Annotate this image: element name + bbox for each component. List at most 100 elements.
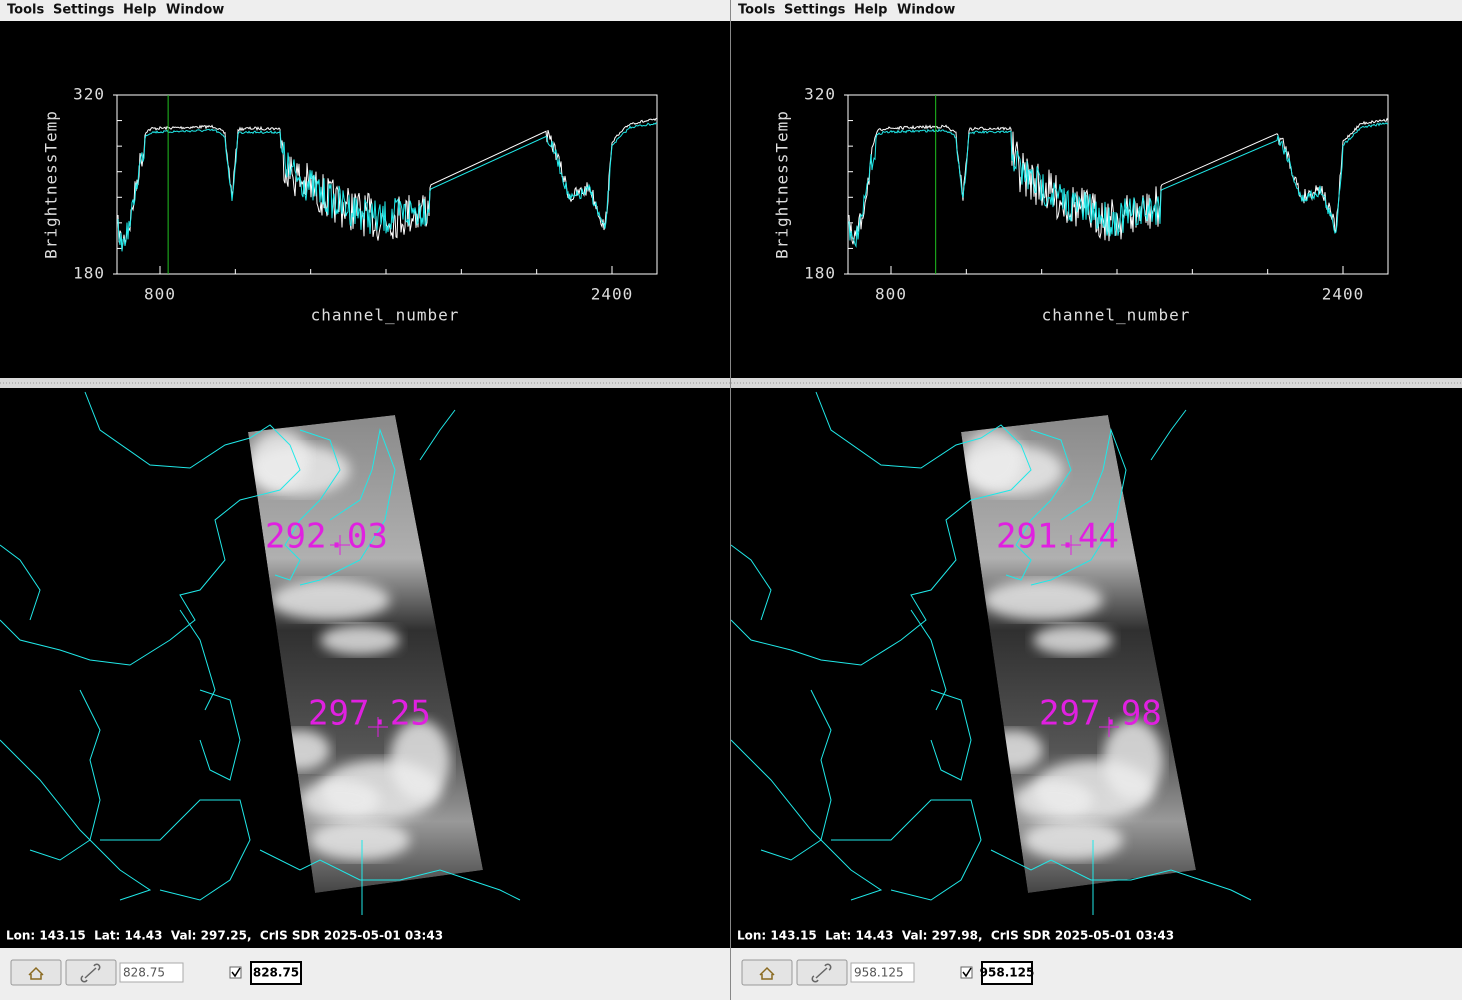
splitter xyxy=(0,378,730,388)
checkbox[interactable] xyxy=(229,966,242,979)
menu-bar xyxy=(731,0,1462,21)
cloud xyxy=(300,780,380,820)
menu-item[interactable]: Settings xyxy=(53,3,115,18)
selected-box xyxy=(981,961,1033,985)
selected-channel: 828.75 xyxy=(253,966,299,980)
selected-box xyxy=(250,961,302,985)
x-tick-label: 2400 xyxy=(1322,285,1365,304)
coastline xyxy=(1030,428,1127,586)
splitter xyxy=(731,378,1462,388)
menu-item[interactable]: Help xyxy=(854,3,887,18)
coastline xyxy=(299,428,396,586)
coastlines xyxy=(730,391,1252,901)
x-tick-label: 800 xyxy=(144,285,176,304)
cloud xyxy=(270,580,390,620)
menu-bar xyxy=(0,0,730,21)
home-icon xyxy=(759,966,775,980)
channel-field[interactable] xyxy=(119,962,184,983)
checkbox[interactable] xyxy=(960,966,973,979)
probe-cross xyxy=(1061,535,1081,555)
coastline xyxy=(100,799,251,901)
probe-value: 292.03 xyxy=(265,517,388,557)
menu-item[interactable]: Window xyxy=(166,3,224,18)
coastline xyxy=(831,799,982,901)
coastlines xyxy=(0,391,521,901)
cloud xyxy=(1103,720,1163,800)
checkmark xyxy=(231,967,241,978)
coastline xyxy=(760,689,832,861)
satellite-swath xyxy=(961,415,1196,893)
panel: Tools Settings Help Window 320 180 800 2400 Brig… xyxy=(0,0,730,1000)
y-tick-label: 320 xyxy=(804,85,836,104)
channel-field-text: 828.75 xyxy=(123,966,165,980)
y-axis-label: BrightnessTemp xyxy=(773,110,792,259)
coastline xyxy=(730,391,1032,666)
cloud xyxy=(1033,625,1113,655)
spectrum-curve xyxy=(117,117,658,251)
menu-item[interactable]: Tools xyxy=(7,3,44,18)
coastline xyxy=(199,689,241,781)
x-axis-label: channel_number xyxy=(1042,306,1191,325)
coastline xyxy=(0,391,301,666)
y-tick-label: 320 xyxy=(73,85,105,104)
coastline xyxy=(1150,409,1187,461)
status-text: Lon: 143.15 Lat: 14.43 Val: 297.98, CrIS… xyxy=(737,929,1174,943)
channel-field[interactable] xyxy=(850,962,915,983)
cloud xyxy=(310,820,410,860)
coastline xyxy=(730,739,883,901)
y-tick-label: 180 xyxy=(73,264,105,283)
coastline xyxy=(0,739,152,901)
x-axis-label: channel_number xyxy=(311,306,460,325)
coastline xyxy=(910,609,947,711)
y-axis-label: BrightnessTemp xyxy=(42,110,61,259)
channel-field-text: 958.125 xyxy=(854,966,904,980)
cloud xyxy=(390,720,450,800)
coastline xyxy=(274,429,341,581)
spectrum-curve xyxy=(848,117,1389,245)
coastline xyxy=(419,409,456,461)
link-icon xyxy=(80,963,101,983)
probe-cross xyxy=(1099,717,1119,737)
coastline xyxy=(29,689,101,861)
checkmark xyxy=(962,967,972,978)
panel-separator xyxy=(730,0,731,1000)
link-icon xyxy=(811,963,832,983)
coastline xyxy=(1005,429,1072,581)
spectrum-curve xyxy=(848,122,1389,249)
coastline xyxy=(179,609,216,711)
coastline xyxy=(930,689,972,781)
plot-background xyxy=(731,21,1462,378)
coastline xyxy=(990,849,1252,901)
coastline xyxy=(0,544,41,621)
cloud xyxy=(250,430,310,490)
spectrum-curve xyxy=(117,122,658,252)
x-tick-label: 2400 xyxy=(591,285,634,304)
probe-cross xyxy=(330,535,350,555)
x-tick-label: 800 xyxy=(875,285,907,304)
panel: Tools Settings Help Window 320 180 800 2400 Brig… xyxy=(730,0,1462,1000)
plot-frame xyxy=(847,94,1389,275)
coastline xyxy=(259,849,521,901)
probe-value: 291.44 xyxy=(996,517,1119,557)
home-button[interactable] xyxy=(10,959,62,986)
plot-frame xyxy=(116,94,658,275)
menu-item[interactable]: Settings xyxy=(784,3,846,18)
y-tick-label: 180 xyxy=(804,264,836,283)
cloud xyxy=(1013,780,1093,820)
cloud xyxy=(320,625,400,655)
probe-cross xyxy=(368,717,388,737)
home-icon xyxy=(28,966,44,980)
status-bar xyxy=(731,928,1462,948)
cloud xyxy=(963,430,1023,490)
home-button[interactable] xyxy=(741,959,793,986)
cloud xyxy=(983,580,1103,620)
cloud xyxy=(1023,820,1123,860)
menu-item[interactable]: Help xyxy=(123,3,156,18)
menu-item[interactable]: Tools xyxy=(738,3,775,18)
status-text: Lon: 143.15 Lat: 14.43 Val: 297.25, CrIS… xyxy=(6,929,443,943)
selected-channel: 958.125 xyxy=(980,966,1035,980)
menu-item[interactable]: Window xyxy=(897,3,955,18)
coastline xyxy=(730,544,772,621)
status-bar xyxy=(0,928,730,948)
